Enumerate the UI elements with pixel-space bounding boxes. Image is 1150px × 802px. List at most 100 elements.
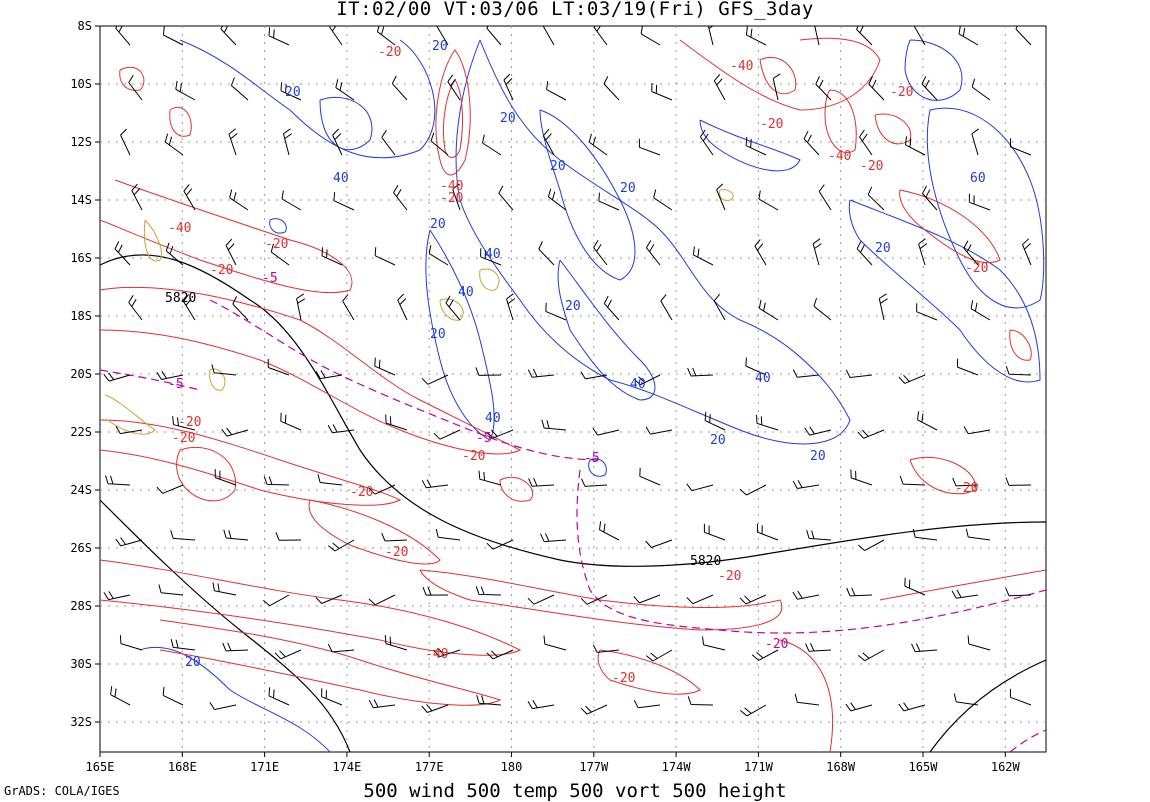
wind-barb	[751, 649, 779, 661]
temp-label: -20	[965, 261, 988, 276]
wind-barb	[758, 190, 779, 211]
temp-contour	[759, 56, 797, 95]
gridlines	[100, 26, 1046, 752]
wind-barb	[538, 241, 555, 266]
height-label: 5820	[690, 554, 721, 569]
wind-barb	[114, 241, 131, 266]
temp-label: -20	[210, 263, 233, 278]
wind-barb	[845, 702, 873, 712]
wind-barbs	[103, 26, 1032, 717]
wind-barb	[327, 424, 355, 434]
height-contour-5820-north	[100, 254, 1046, 567]
temp-contour	[879, 569, 1046, 601]
temp-contour	[597, 649, 701, 695]
temp-contour	[100, 419, 402, 506]
wind-barb	[486, 429, 514, 439]
vort-contour	[588, 458, 607, 477]
wind-barb	[262, 594, 290, 607]
wind-barb	[170, 638, 196, 651]
temp-contour	[100, 286, 522, 455]
wind-barb	[220, 26, 237, 46]
wind-barb	[232, 296, 249, 321]
wind-barb	[856, 26, 873, 46]
temp-label: -20	[612, 671, 635, 686]
wind-barb	[335, 79, 355, 101]
wind-barb	[707, 26, 714, 46]
wind-barb	[953, 693, 979, 706]
wind-barb	[327, 643, 355, 653]
wind-barb	[315, 370, 343, 380]
wind-barb	[918, 238, 928, 266]
wind-barb	[542, 128, 555, 156]
vort-contour	[926, 107, 1045, 309]
wind-barb	[651, 82, 673, 101]
wind-barb	[599, 521, 620, 541]
wind-barb	[445, 295, 461, 321]
precip-contour	[719, 189, 734, 201]
axis-ticks: 8S 10S 12S 14S 16S 18S 20S 22S 24S 26S 28S 30S 32S 16…	[70, 19, 1020, 774]
wind-barb	[958, 26, 979, 46]
wind-barb	[850, 469, 873, 486]
vort-label: 20	[810, 449, 826, 464]
wind-barb	[436, 26, 449, 46]
lon-tick-label: 171E	[250, 760, 279, 774]
wind-barb	[317, 474, 343, 486]
wind-barb	[430, 132, 449, 156]
wind-barb	[1005, 477, 1032, 486]
wind-barb	[475, 586, 502, 596]
neg-vort-label: -5	[584, 451, 600, 466]
wind-barb	[957, 358, 979, 376]
wind-barb	[913, 26, 926, 46]
vort-contour	[455, 39, 851, 445]
wind-barb	[376, 26, 396, 46]
wind-barb	[704, 412, 726, 431]
wind-barb	[120, 128, 131, 156]
wind-barb	[916, 303, 938, 321]
wind-barb	[898, 702, 926, 712]
wind-barb	[899, 475, 926, 486]
wind-barb	[1005, 587, 1032, 597]
wind-barb	[772, 73, 781, 101]
height-label: 5820	[165, 291, 196, 306]
wind-barb	[421, 374, 449, 385]
wind-barb	[739, 704, 767, 717]
wind-barb	[332, 128, 343, 156]
wind-barb	[119, 635, 143, 651]
wind-barb	[172, 416, 196, 431]
lat-tick-label: 26S	[70, 541, 92, 555]
wind-barb	[745, 26, 767, 46]
wind-barb	[878, 293, 888, 321]
wind-barb	[792, 369, 820, 378]
wind-barb	[433, 648, 461, 658]
wind-barb	[805, 642, 832, 652]
wind-barb	[333, 192, 355, 211]
wind-barb	[480, 248, 502, 266]
lon-tick-label: 174E	[332, 760, 361, 774]
wind-barb	[329, 26, 343, 46]
wind-barb	[230, 77, 249, 101]
negative-vort-contours	[100, 299, 1046, 752]
temp-contour	[176, 446, 236, 502]
neg-vort-label: -20	[765, 637, 788, 652]
wind-barb	[368, 699, 396, 709]
wind-barb	[857, 429, 885, 439]
height-contour-5820-west	[100, 499, 351, 752]
wind-barb	[131, 183, 143, 211]
temp-label: -20	[385, 545, 408, 560]
temp-contour	[499, 476, 534, 502]
wind-barb	[527, 594, 555, 605]
temp-label: -20	[172, 431, 195, 446]
lon-tick-label: 177W	[579, 760, 609, 774]
wind-barb	[506, 293, 516, 321]
temp-label: -20	[718, 569, 741, 584]
wind-barb	[951, 589, 979, 599]
lon-tick-label: 174W	[662, 760, 692, 774]
wind-barb	[368, 484, 396, 495]
wind-barb	[428, 245, 449, 266]
wind-barb	[475, 367, 502, 376]
wind-barb	[756, 414, 779, 431]
wind-barb	[158, 584, 184, 596]
wind-barb	[857, 539, 885, 552]
vort-label: 60	[970, 171, 986, 186]
